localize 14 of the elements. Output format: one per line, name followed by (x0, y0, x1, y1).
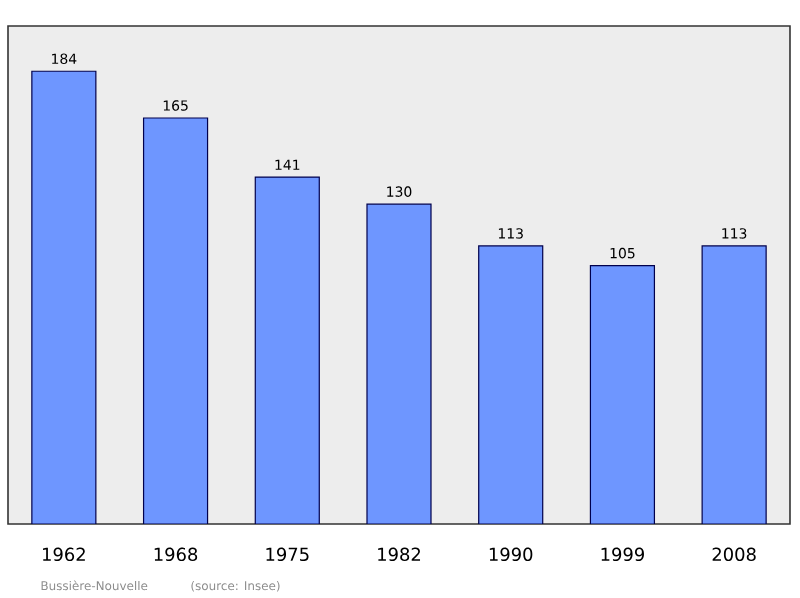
x-tick-label: 1968 (154, 547, 198, 562)
x-tick-label: 1975 (266, 547, 309, 562)
bar (589, 265, 656, 524)
x-tick-label: 1982 (378, 547, 421, 562)
bar (478, 245, 544, 524)
x-tick-label: 1962 (43, 547, 85, 562)
x-tick-label: 1999 (601, 547, 644, 562)
bar (701, 245, 767, 524)
bar (254, 176, 320, 524)
x-tick-label: 2008 (712, 547, 756, 562)
bar (366, 203, 432, 524)
bar (31, 70, 97, 524)
x-tick-label: 1990 (489, 547, 533, 562)
bar (142, 117, 209, 524)
